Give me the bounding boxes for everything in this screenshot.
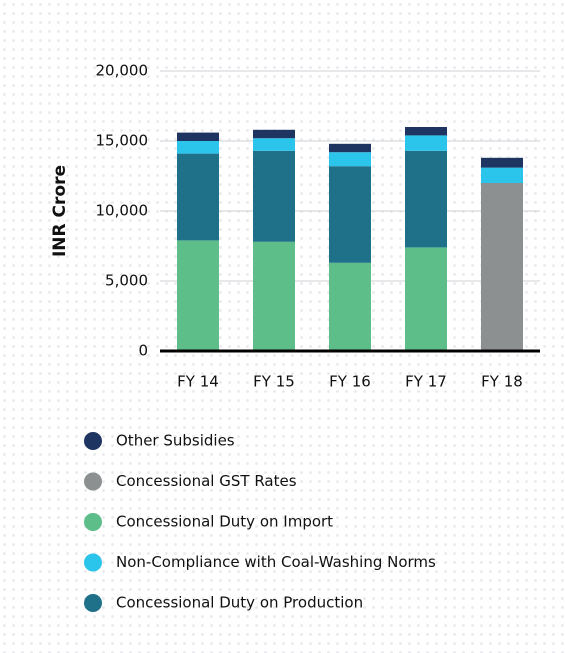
x-tick-label: FY 18 [481,373,523,391]
legend-label: Concessional GST Rates [116,472,297,490]
legend-marker [84,553,102,572]
bar-segment [329,152,371,167]
legend-label: Concessional Duty on Production [116,594,363,612]
bar-segment [481,183,523,351]
bar-segment [177,153,219,241]
x-tick-label: FY 14 [177,373,219,391]
legend-label: Concessional Duty on Import [116,513,333,531]
y-tick-label: 10,000 [96,202,149,220]
legend-marker [84,594,102,612]
x-tick-label: FY 16 [329,373,371,391]
y-tick-label: 20,000 [96,62,149,80]
y-tick-label: 5,000 [105,272,148,290]
legend-label: Non-Compliance with Coal-Washing Norms [116,553,436,571]
bar-segment [405,135,447,151]
bar-segment [329,166,371,263]
legend-marker [84,432,102,450]
bar-segment [253,129,295,139]
y-axis-label: INR Crore [50,165,70,257]
bar-segment [481,167,523,183]
y-tick-label: 0 [138,342,148,360]
bar-segment [405,247,447,351]
bar-segment [329,262,371,351]
legend-marker [84,472,102,491]
legend-marker [84,513,102,531]
bar-segment [329,143,371,153]
bar-segment [177,141,219,154]
bar-segment [253,150,295,242]
x-tick-label: FY 15 [253,373,295,391]
bar-segment [405,150,447,248]
legend-label: Other Subsidies [116,432,235,450]
bar-segment [177,132,219,141]
bar-segment [253,241,295,351]
bar-segment [481,157,523,168]
bar-segment [177,240,219,351]
x-tick-label: FY 17 [405,373,447,391]
y-tick-label: 15,000 [96,132,149,150]
bar-segment [253,138,295,151]
bar-segment [405,127,447,136]
